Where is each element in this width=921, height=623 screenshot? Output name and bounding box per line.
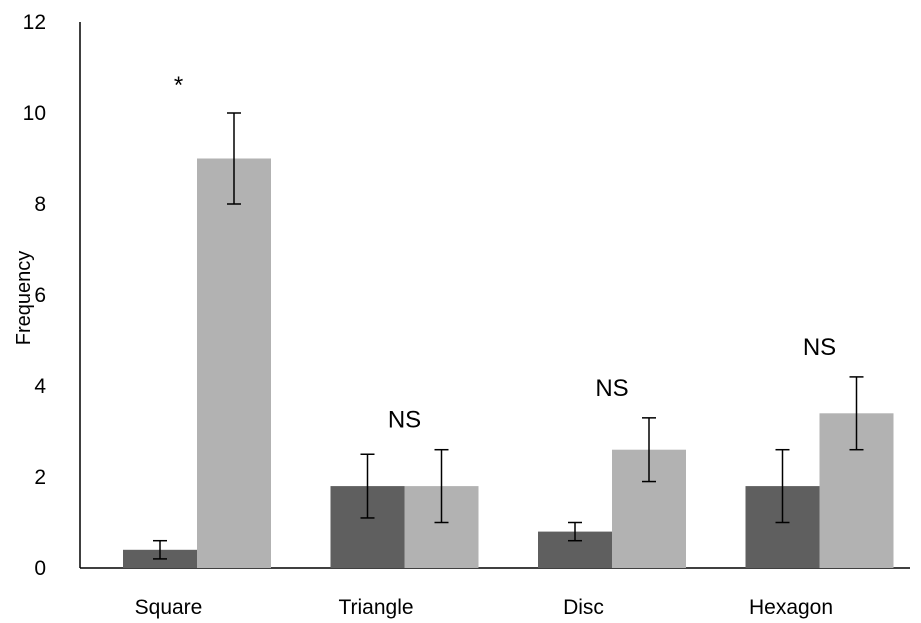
y-axis-title: Frequency — [13, 251, 35, 346]
y-tick-label: 6 — [34, 284, 46, 307]
error-bars — [153, 112, 864, 560]
significance-label: NS — [388, 407, 421, 434]
x-tick-label: Hexagon — [749, 596, 833, 619]
y-tick-label: 8 — [34, 193, 46, 216]
x-axis: Square Triangle Disc Hexagon — [80, 567, 910, 619]
x-tick-label: Disc — [563, 596, 604, 619]
y-axis: 0 2 4 6 8 10 12 — [23, 11, 81, 580]
significance-label: NS — [803, 334, 836, 361]
y-tick-label: 4 — [34, 375, 46, 398]
bars — [123, 158, 894, 568]
bar — [197, 158, 271, 568]
x-tick-label: Square — [135, 596, 203, 619]
y-tick-label: 2 — [34, 466, 46, 489]
significance-label: NS — [595, 375, 628, 402]
significance-label: * — [174, 72, 183, 99]
x-tick-label: Triangle — [338, 596, 413, 619]
significance-annotations: * NS NS NS — [174, 72, 836, 434]
y-tick-label: 10 — [23, 102, 46, 125]
y-tick-label: 0 — [34, 557, 46, 580]
y-tick-label: 12 — [23, 11, 46, 34]
